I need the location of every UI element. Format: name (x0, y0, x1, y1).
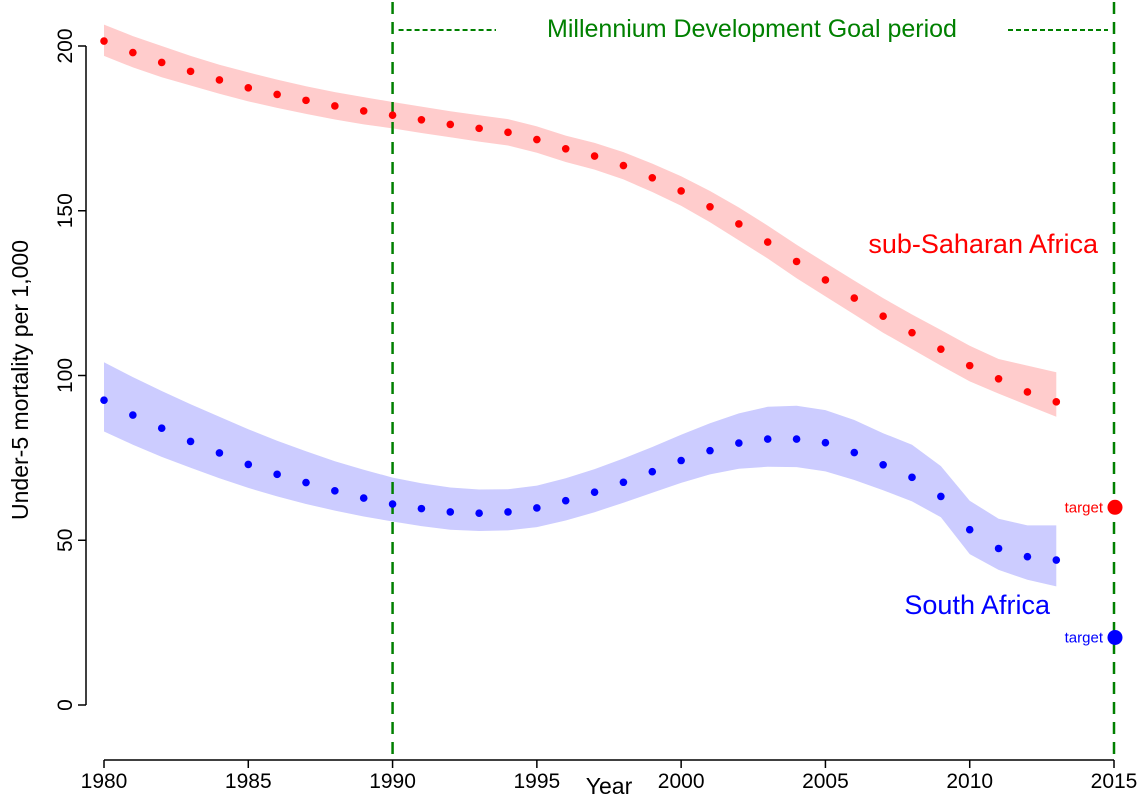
data-point-sub-saharan-africa-1985 (244, 84, 253, 92)
data-point-south-africa-1992 (446, 508, 455, 516)
y-axis-title: Under-5 mortality per 1,000 (7, 240, 33, 520)
data-point-south-africa-2010 (965, 525, 974, 534)
target-marker-south-africa (1107, 629, 1123, 645)
x-tick-label-1990: 1990 (369, 770, 416, 793)
data-point-south-africa-2004 (792, 435, 801, 443)
data-point-south-africa-1990 (388, 500, 397, 508)
data-point-south-africa-1997 (590, 488, 599, 496)
data-point-sub-saharan-africa-1991 (417, 116, 426, 124)
data-point-sub-saharan-africa-2009 (937, 345, 945, 353)
data-point-south-africa-2006 (850, 448, 859, 457)
data-point-sub-saharan-africa-1990 (388, 111, 397, 119)
data-point-south-africa-1995 (533, 504, 541, 512)
data-point-sub-saharan-africa-2008 (908, 328, 916, 337)
data-point-south-africa-1991 (417, 504, 426, 513)
data-point-south-africa-2003 (763, 435, 772, 443)
y-tick-label-100: 100 (54, 358, 77, 393)
target-label-sub-saharan-africa: target (1065, 499, 1104, 516)
data-point-south-africa-2009 (937, 492, 945, 501)
y-tick-label-200: 200 (54, 28, 77, 63)
series-label-sub-saharan-africa: sub-Saharan Africa (868, 229, 1099, 259)
confidence-bands (104, 24, 1057, 587)
data-point-sub-saharan-africa-1983 (186, 67, 195, 76)
data-point-sub-saharan-africa-2007 (879, 312, 887, 320)
data-points (100, 37, 1061, 564)
data-point-sub-saharan-africa-1999 (648, 174, 657, 182)
x-axis-title: Year (586, 773, 633, 799)
data-point-south-africa-2002 (735, 439, 743, 447)
data-point-south-africa-1994 (504, 508, 512, 516)
data-point-sub-saharan-africa-2004 (792, 257, 801, 266)
data-point-south-africa-1989 (359, 494, 368, 502)
data-point-south-africa-2008 (908, 473, 916, 482)
data-point-sub-saharan-africa-2001 (706, 202, 714, 211)
data-point-south-africa-1998 (619, 478, 628, 487)
data-point-south-africa-2007 (879, 460, 887, 469)
x-tick-label-1995: 1995 (513, 770, 560, 793)
data-point-south-africa-1980 (100, 396, 108, 405)
y-tick-label-150: 150 (54, 193, 77, 228)
data-point-sub-saharan-africa-1986 (273, 90, 281, 99)
data-point-south-africa-1985 (244, 460, 253, 469)
data-point-sub-saharan-africa-2010 (965, 361, 974, 370)
x-tick-label-2010: 2010 (946, 770, 993, 793)
data-point-south-africa-2005 (821, 438, 830, 447)
data-point-south-africa-1983 (186, 437, 195, 446)
data-point-sub-saharan-africa-1993 (475, 124, 483, 133)
data-point-sub-saharan-africa-1989 (359, 107, 368, 115)
data-point-sub-saharan-africa-1982 (157, 58, 166, 67)
data-point-sub-saharan-africa-2000 (677, 187, 685, 195)
data-point-sub-saharan-africa-1995 (533, 135, 541, 144)
data-point-sub-saharan-africa-1980 (100, 37, 108, 45)
target-label-south-africa: target (1065, 629, 1104, 646)
data-point-sub-saharan-africa-2012 (1023, 388, 1032, 396)
data-point-sub-saharan-africa-1992 (446, 120, 455, 129)
data-point-south-africa-2000 (677, 456, 685, 465)
data-point-sub-saharan-africa-1998 (619, 161, 628, 170)
data-point-sub-saharan-africa-2005 (821, 276, 830, 284)
data-point-sub-saharan-africa-2002 (735, 220, 743, 228)
x-tick-label-2005: 2005 (802, 770, 849, 793)
data-point-south-africa-1999 (648, 467, 657, 476)
data-point-sub-saharan-africa-1984 (215, 76, 224, 84)
data-point-south-africa-1996 (561, 496, 570, 505)
data-point-sub-saharan-africa-1994 (504, 128, 512, 137)
confidence-band-south-africa (104, 362, 1057, 587)
confidence-band-sub-saharan-africa (104, 24, 1057, 417)
period-label: Millennium Development Goal period (547, 15, 957, 43)
y-tick-label-0: 0 (54, 699, 77, 711)
target-marker-sub-saharan-africa (1107, 499, 1123, 515)
data-point-sub-saharan-africa-1981 (129, 48, 137, 57)
data-point-south-africa-1986 (273, 470, 281, 479)
data-point-sub-saharan-africa-1996 (561, 145, 570, 153)
x-tick-label-2015: 2015 (1091, 770, 1138, 793)
data-point-south-africa-2012 (1023, 552, 1032, 561)
data-point-south-africa-1988 (331, 487, 339, 495)
data-point-sub-saharan-africa-2006 (850, 294, 859, 302)
data-point-sub-saharan-africa-1987 (302, 96, 310, 105)
y-tick-label-50: 50 (54, 529, 77, 552)
data-point-south-africa-1993 (475, 509, 483, 518)
period-annotation: Millennium Development Goal period (398, 15, 1108, 43)
data-point-south-africa-2013 (1052, 556, 1061, 564)
data-point-south-africa-2001 (706, 446, 714, 455)
data-point-sub-saharan-africa-2011 (994, 374, 1003, 383)
data-point-sub-saharan-africa-1997 (590, 152, 599, 160)
data-point-sub-saharan-africa-1988 (331, 102, 339, 110)
data-point-south-africa-2011 (994, 544, 1003, 553)
data-point-south-africa-1981 (129, 411, 137, 419)
data-point-sub-saharan-africa-2003 (763, 238, 772, 246)
x-tick-label-1980: 1980 (81, 770, 128, 793)
targets: target target (1065, 499, 1123, 646)
data-point-south-africa-1982 (157, 424, 166, 433)
data-point-south-africa-1984 (215, 449, 224, 457)
axes: 1980 1985 1990 1995 2000 2005 2010 2015 0 50 100 15… (54, 28, 1137, 793)
data-point-south-africa-1987 (302, 478, 310, 487)
series-label-south-africa: South Africa (904, 590, 1051, 620)
x-tick-label-1985: 1985 (225, 770, 272, 793)
x-tick-label-2000: 2000 (658, 770, 705, 793)
data-point-sub-saharan-africa-2013 (1052, 398, 1061, 406)
